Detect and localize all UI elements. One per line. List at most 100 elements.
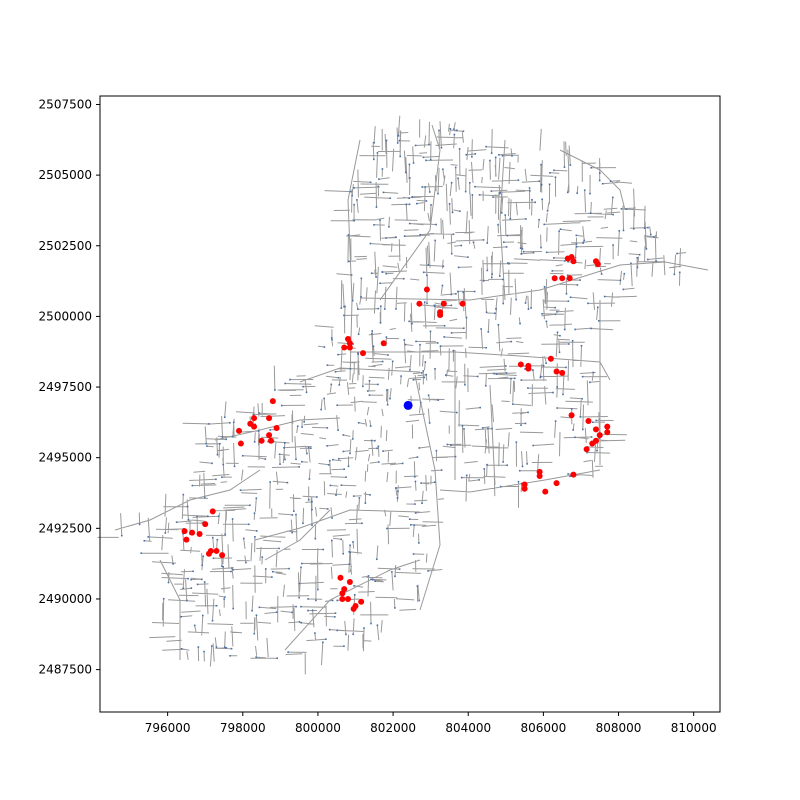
road-node <box>482 280 485 282</box>
road-node <box>545 251 548 254</box>
road-node <box>527 308 530 310</box>
road-node <box>428 191 431 193</box>
road-node <box>574 257 577 259</box>
road-node <box>369 494 371 496</box>
road-node <box>315 599 317 602</box>
x-tick-label: 808000 <box>596 721 642 735</box>
road-node <box>489 159 491 162</box>
road-node <box>427 263 430 266</box>
road-node <box>345 633 347 636</box>
road-node <box>570 408 573 410</box>
road-node <box>493 372 495 375</box>
road-node <box>342 434 345 436</box>
road-node <box>529 190 531 192</box>
road-node <box>255 614 258 617</box>
road-node <box>436 342 439 344</box>
road-node <box>416 585 419 588</box>
road-node <box>630 262 632 265</box>
poi-point <box>594 261 601 268</box>
road-node <box>186 505 189 508</box>
road-node <box>376 152 379 154</box>
road-node <box>350 274 353 276</box>
road-node <box>190 587 193 589</box>
road-node <box>507 262 509 264</box>
road-node <box>575 243 578 245</box>
road-node <box>352 495 355 497</box>
road-node <box>283 442 286 444</box>
road-node <box>545 320 548 323</box>
road-node <box>450 444 452 447</box>
road-node <box>528 187 531 189</box>
road-node <box>337 429 339 431</box>
road-node <box>467 256 469 258</box>
road-node <box>509 217 512 220</box>
road-node <box>463 428 465 430</box>
road-node <box>452 349 455 352</box>
road-node <box>426 274 428 277</box>
road-node <box>217 515 220 518</box>
road-node <box>322 641 324 644</box>
road-node <box>567 300 570 302</box>
poi-point <box>267 437 274 444</box>
road-node <box>300 605 302 608</box>
road-node <box>414 144 417 147</box>
road-node <box>501 155 504 157</box>
road-node <box>372 345 375 348</box>
road-node <box>216 453 219 456</box>
road-node <box>427 570 429 572</box>
road-node <box>288 567 290 570</box>
road-node <box>589 381 591 384</box>
poi-point <box>593 426 599 433</box>
road-node <box>197 646 200 648</box>
road-node <box>308 478 311 480</box>
poi-point <box>339 595 346 602</box>
road-node <box>434 367 436 370</box>
road-node <box>302 522 304 525</box>
road-node <box>182 587 184 590</box>
road-node <box>434 239 436 242</box>
road-node <box>524 368 526 370</box>
road-node <box>391 571 393 573</box>
road-node <box>249 504 251 507</box>
road-node <box>344 305 346 308</box>
road-node <box>357 333 360 336</box>
road-node <box>469 181 471 184</box>
road-node <box>232 607 234 610</box>
road-node <box>206 515 209 518</box>
road-node <box>347 465 350 468</box>
road-node <box>568 343 570 345</box>
poi-point <box>604 429 611 436</box>
road-node <box>485 145 487 148</box>
road-node <box>419 401 422 404</box>
road-node <box>481 427 484 429</box>
road-node <box>255 530 258 532</box>
poi-point <box>553 368 560 375</box>
road-node <box>505 246 508 248</box>
road-node <box>369 425 372 427</box>
road-node <box>464 190 467 193</box>
road-node <box>302 385 304 388</box>
road-paths <box>97 115 709 675</box>
poi-point <box>583 446 590 453</box>
road-node <box>443 324 446 327</box>
poi-point <box>459 300 466 307</box>
road-node <box>360 277 363 280</box>
road-node <box>591 421 594 424</box>
road-node <box>187 577 189 580</box>
road-node <box>343 305 345 308</box>
poi-point <box>237 440 244 447</box>
road-node <box>389 397 391 400</box>
road-node <box>408 197 410 200</box>
road-node <box>478 194 481 196</box>
road-node <box>532 369 534 371</box>
road-node <box>655 260 657 262</box>
road-node <box>386 389 388 391</box>
road-node <box>239 489 242 491</box>
road-node <box>353 219 356 222</box>
road-node <box>590 166 592 169</box>
road-node <box>673 273 676 276</box>
poi-point <box>380 340 387 347</box>
road-node <box>424 361 427 363</box>
road-node <box>563 166 566 168</box>
poi-point <box>360 350 367 357</box>
